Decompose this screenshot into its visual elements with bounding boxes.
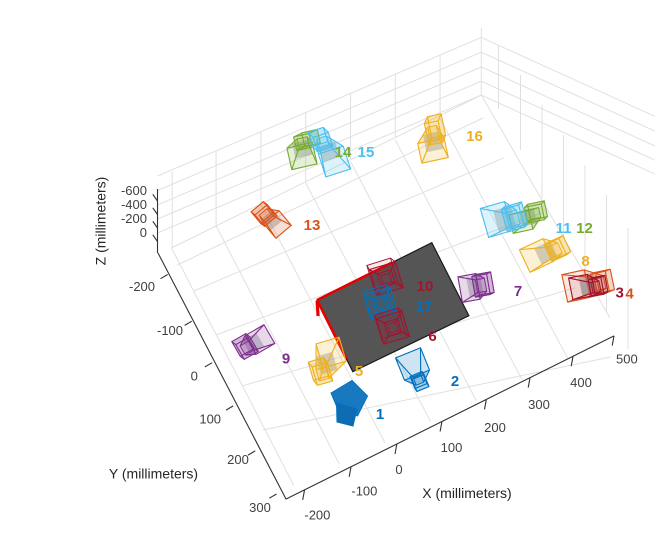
svg-text:-100: -100 (157, 323, 183, 338)
svg-text:8: 8 (581, 253, 589, 270)
svg-text:500: 500 (616, 351, 638, 366)
svg-text:200: 200 (484, 420, 506, 435)
svg-text:Y (millimeters): Y (millimeters) (109, 466, 198, 482)
svg-text:4: 4 (625, 285, 634, 302)
svg-text:5: 5 (355, 363, 363, 380)
svg-text:-100: -100 (351, 484, 377, 499)
svg-text:2: 2 (451, 373, 459, 390)
svg-text:11: 11 (556, 220, 572, 237)
svg-text:0: 0 (140, 225, 147, 240)
svg-text:100: 100 (199, 412, 221, 427)
svg-text:300: 300 (528, 397, 550, 412)
svg-text:0: 0 (395, 462, 402, 477)
svg-text:-400: -400 (121, 197, 147, 212)
svg-text:12: 12 (576, 220, 593, 237)
svg-text:100: 100 (441, 440, 463, 455)
svg-text:7: 7 (514, 283, 522, 300)
svg-text:15: 15 (358, 144, 375, 161)
svg-text:-200: -200 (121, 211, 147, 226)
svg-text:1: 1 (376, 406, 384, 423)
svg-text:X (millimeters): X (millimeters) (422, 485, 511, 501)
svg-text:10: 10 (417, 278, 434, 295)
svg-text:-200: -200 (129, 279, 155, 294)
svg-text:14: 14 (335, 144, 352, 161)
svg-text:13: 13 (304, 217, 321, 234)
svg-text:17: 17 (416, 298, 433, 315)
svg-text:6: 6 (428, 328, 436, 345)
svg-text:400: 400 (570, 375, 592, 390)
svg-text:16: 16 (466, 128, 483, 145)
svg-text:300: 300 (249, 500, 271, 515)
svg-text:3: 3 (616, 285, 624, 302)
svg-text:Z (millimeters): Z (millimeters) (93, 177, 109, 266)
svg-text:0: 0 (191, 369, 198, 384)
svg-text:9: 9 (282, 350, 290, 367)
svg-text:-200: -200 (304, 508, 330, 523)
svg-text:-600: -600 (121, 183, 147, 198)
svg-text:200: 200 (227, 452, 249, 467)
